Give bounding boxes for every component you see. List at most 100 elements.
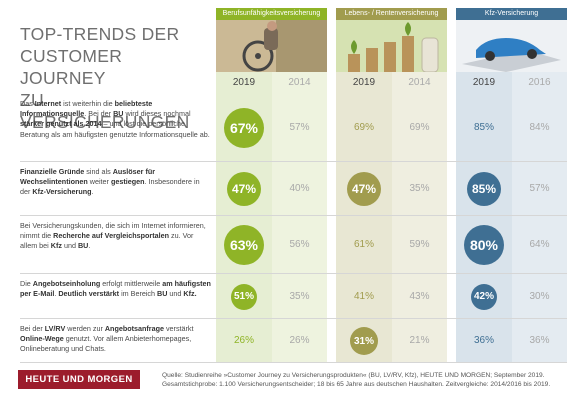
emphasis-text: gestiegen bbox=[110, 177, 145, 187]
value-cell: 35% bbox=[272, 275, 327, 318]
row-separator bbox=[20, 362, 567, 363]
value-label: 69% bbox=[409, 122, 430, 133]
value-label: 43% bbox=[409, 290, 430, 302]
page-title: TOP-TRENDS DER CUSTOMER JOURNEY ZU VERSI… bbox=[20, 23, 210, 133]
emphasis-text: BU bbox=[113, 109, 124, 119]
company-logo: HEUTE UND MORGEN bbox=[18, 370, 140, 389]
value-cell: 51% bbox=[216, 275, 272, 318]
emphasis-text: am häufigsten per E-Mail bbox=[20, 279, 211, 299]
emphasis-text: Recherche auf Vergleichsportalen bbox=[53, 231, 169, 241]
body-text: erfolgt mittlerweile bbox=[100, 279, 163, 288]
emphasis-text: Deutlich verstärkt bbox=[58, 289, 120, 299]
value-label: 57% bbox=[289, 122, 310, 133]
source-line-2: Gesamtstichprobe: 1.100 Versicherungsent… bbox=[162, 380, 551, 388]
emphasis-text: Auslöser für Wechselintentionen bbox=[20, 167, 156, 187]
wheelchair-icon bbox=[216, 20, 327, 72]
body-text: verstärkt bbox=[163, 324, 194, 333]
value-label: 26% bbox=[233, 335, 254, 346]
emphasis-text: BU bbox=[157, 289, 168, 299]
value-cell: 43% bbox=[392, 275, 447, 318]
body-text: ist weiterhin die bbox=[61, 99, 115, 108]
body-text: wird dieses nochmal bbox=[123, 109, 191, 119]
column-header-bu: Berufsunfähigkeitsversicherung bbox=[216, 8, 327, 20]
value-cell: 67% bbox=[216, 95, 272, 161]
value-cell: 26% bbox=[216, 320, 272, 362]
highlight-circle: 47% bbox=[227, 172, 261, 206]
body-text: . Bei der bbox=[84, 109, 114, 119]
value-cell: 40% bbox=[272, 163, 327, 215]
highlight-circle: 31% bbox=[350, 327, 378, 355]
value-label: 40% bbox=[289, 183, 310, 194]
value-label: 21% bbox=[409, 335, 430, 346]
value-cell: 36% bbox=[456, 320, 512, 362]
value-label: 41% bbox=[353, 290, 374, 302]
value-label: 56% bbox=[289, 239, 310, 250]
row-separator bbox=[20, 161, 567, 162]
value-cell: 85% bbox=[456, 163, 512, 215]
value-cell: 47% bbox=[336, 163, 392, 215]
year-lv-2019: 2019 bbox=[352, 77, 376, 88]
value-cell: 57% bbox=[272, 95, 327, 161]
value-cell: 21% bbox=[392, 320, 447, 362]
row-description: Die Angebotseinholung erfolgt mittlerwei… bbox=[20, 279, 212, 299]
row-separator bbox=[20, 318, 567, 319]
value-label: 30% bbox=[529, 290, 550, 302]
source-note: Quelle: Studienreihe »Customer Journey z… bbox=[162, 372, 572, 390]
value-label: 36% bbox=[473, 335, 494, 346]
body-text: sind als bbox=[84, 167, 113, 176]
column-header-lv: Lebens- / Rentenversicherung bbox=[336, 8, 447, 20]
value-label: 35% bbox=[409, 183, 430, 194]
body-text: . bbox=[54, 289, 59, 299]
body-text: werden zur bbox=[65, 324, 105, 333]
row-description: Finanzielle Gründe sind als Auslöser für… bbox=[20, 167, 212, 198]
value-cell: 36% bbox=[512, 320, 567, 362]
value-cell: 59% bbox=[392, 217, 447, 273]
body-text: und bbox=[167, 289, 184, 299]
value-cell: 26% bbox=[272, 320, 327, 362]
value-cell: 30% bbox=[512, 275, 567, 318]
highlight-circle: 80% bbox=[464, 225, 504, 265]
value-cell: 56% bbox=[272, 217, 327, 273]
value-cell: 47% bbox=[216, 163, 272, 215]
value-label: 84% bbox=[529, 122, 550, 133]
row-separator bbox=[20, 215, 567, 216]
body-text: Bei der bbox=[20, 324, 45, 333]
row-description: Bei der LV/RV werden zur Angebotsanfrage… bbox=[20, 324, 212, 355]
body-text: Das bbox=[20, 99, 35, 108]
value-cell: 84% bbox=[512, 95, 567, 161]
coins-plant-photo bbox=[336, 20, 447, 72]
body-text: . bbox=[91, 187, 94, 197]
year-lv-2014: 2014 bbox=[408, 77, 431, 88]
value-cell: 69% bbox=[336, 95, 392, 161]
emphasis-text: Kfz. bbox=[183, 289, 197, 299]
value-cell: 61% bbox=[336, 217, 392, 273]
body-text: Bei Versicherungskunden, die sich im Int… bbox=[20, 221, 206, 241]
body-text: – und löst die persönliche Beratung als … bbox=[20, 119, 210, 139]
value-label: 59% bbox=[409, 239, 430, 250]
emphasis-text: Kfz-Versicherung bbox=[32, 187, 92, 197]
source-line-1: Quelle: Studienreihe »Customer Journey z… bbox=[162, 372, 545, 379]
highlight-circle: 67% bbox=[224, 108, 264, 148]
body-text: . Insbesondere in der bbox=[20, 177, 200, 197]
value-cell: 35% bbox=[392, 163, 447, 215]
highlight-circle: 85% bbox=[467, 172, 501, 206]
value-label: 35% bbox=[289, 290, 310, 302]
emphasis-text: Internet bbox=[34, 99, 62, 108]
value-label: 85% bbox=[473, 122, 494, 133]
title-line-2: CUSTOMER JOURNEY bbox=[20, 46, 123, 88]
emphasis-text: BU bbox=[77, 241, 89, 251]
body-text: im Bereich bbox=[119, 289, 158, 299]
row-description: Bei Versicherungskunden, die sich im Int… bbox=[20, 221, 212, 252]
year-kfz-2016: 2016 bbox=[528, 77, 551, 88]
emphasis-text: LV/RV bbox=[44, 324, 66, 333]
emphasis-text: beliebteste Informationsquelle bbox=[20, 99, 153, 119]
value-cell: 41% bbox=[336, 275, 392, 318]
column-header-kfz: Kfz-Versicherung bbox=[456, 8, 567, 20]
value-label: 36% bbox=[529, 335, 550, 346]
year-bu-2014: 2014 bbox=[288, 77, 311, 88]
body-text: genutzt. Vor allem Anbieterhomepages, On… bbox=[20, 334, 192, 354]
highlight-circle: 51% bbox=[231, 283, 257, 310]
highlight-circle: 63% bbox=[224, 225, 264, 265]
emphasis-text: Angebotsanfrage bbox=[104, 324, 164, 333]
body-text: und bbox=[61, 241, 78, 251]
